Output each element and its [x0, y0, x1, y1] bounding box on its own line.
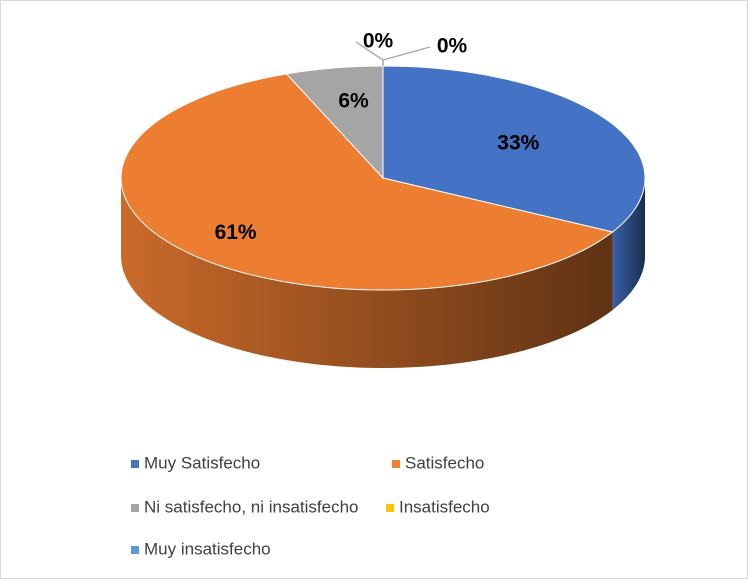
data-label: 0% — [437, 35, 468, 58]
legend-label: Muy Satisfecho — [144, 453, 260, 472]
legend-marker — [131, 546, 139, 554]
data-label: 6% — [338, 90, 369, 113]
legend-label: Ni satisfecho, ni insatisfecho — [144, 497, 359, 516]
data-label: 61% — [215, 221, 257, 244]
leader-line — [382, 46, 431, 66]
legend-label: Insatisfecho — [399, 497, 490, 516]
slice — [285, 65, 384, 180]
legend-marker — [131, 504, 139, 512]
legend-marker — [131, 460, 139, 468]
legend-label: Muy insatisfecho — [144, 539, 271, 558]
slice — [382, 65, 646, 233]
legend-marker — [386, 504, 394, 512]
slice-side-shade — [612, 178, 645, 310]
legend-marker — [392, 460, 400, 468]
data-label: 33% — [497, 131, 539, 154]
data-label: 0% — [363, 30, 394, 53]
slice-side-shade — [121, 178, 613, 369]
slice — [120, 73, 614, 291]
legend-label: Satisfecho — [405, 453, 484, 472]
